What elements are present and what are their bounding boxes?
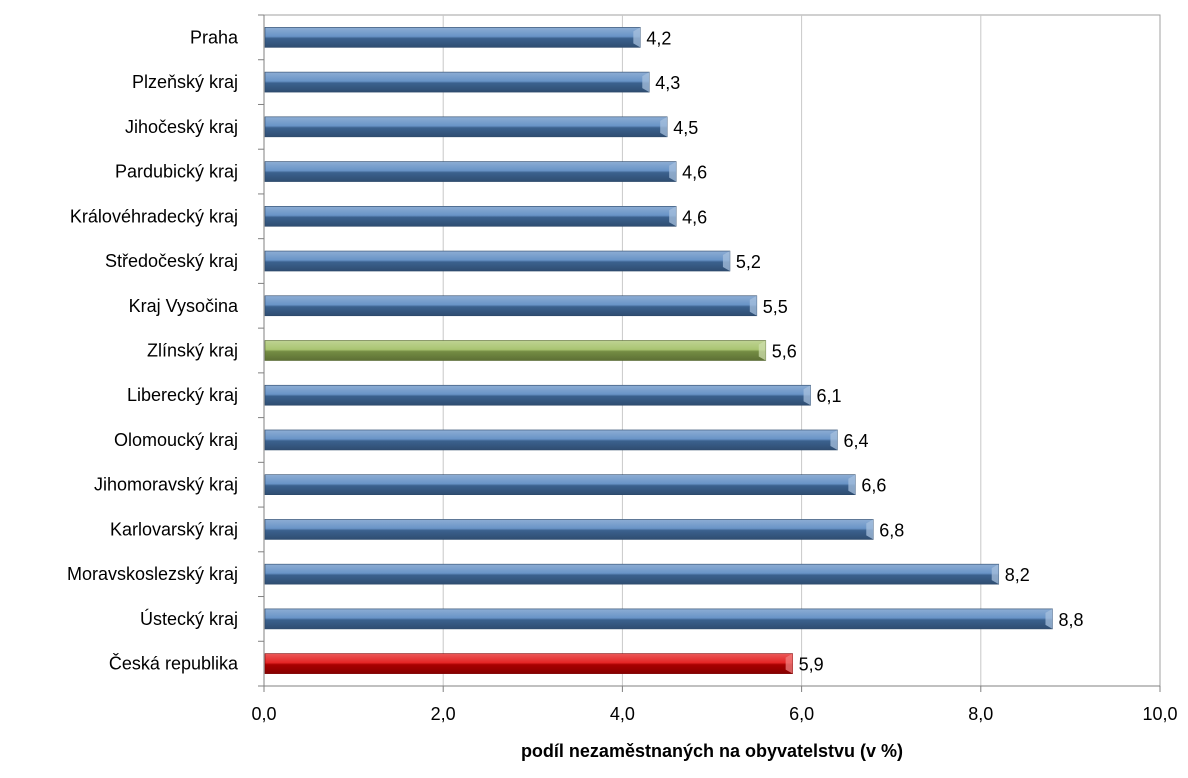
bar — [264, 295, 758, 317]
bar-bevel — [633, 27, 641, 48]
bar-bevel — [669, 206, 677, 227]
y-tick-label: Olomoucký kraj — [114, 430, 238, 450]
data-label: 8,2 — [1005, 565, 1030, 585]
bar — [264, 384, 811, 406]
data-label: 4,5 — [673, 118, 698, 138]
bar-bevel — [991, 564, 999, 585]
bar-bevel — [642, 72, 650, 93]
data-label: 5,6 — [772, 342, 797, 362]
bar — [264, 608, 1053, 630]
x-tick-label: 8,0 — [968, 704, 993, 724]
bar-bevel — [1045, 608, 1053, 629]
y-tick-label: Česká republika — [109, 653, 239, 674]
y-tick-label: Moravskoslezský kraj — [67, 564, 238, 584]
bar — [264, 340, 767, 361]
bar — [264, 206, 677, 227]
y-tick-label: Pardubický kraj — [115, 162, 238, 182]
bar-bevel — [749, 295, 757, 316]
y-tick-label: Liberecký kraj — [127, 385, 238, 405]
bar — [264, 71, 650, 93]
y-tick-label: Praha — [190, 27, 239, 47]
y-tick-label: Zlínský kraj — [147, 341, 238, 361]
x-tick-label: 10,0 — [1142, 704, 1177, 724]
data-label: 6,6 — [861, 476, 886, 496]
data-label: 5,5 — [763, 297, 788, 317]
bar-bevel — [660, 116, 668, 137]
x-tick-label: 6,0 — [789, 704, 814, 724]
data-label: 6,8 — [879, 520, 904, 540]
y-tick-label: Jihomoravský kraj — [94, 475, 238, 495]
data-label: 6,4 — [843, 431, 868, 451]
bar-bevel — [803, 385, 811, 406]
data-label: 4,3 — [655, 73, 680, 93]
bar-bevel — [722, 251, 730, 272]
data-label: 5,9 — [799, 655, 824, 675]
x-tick-label: 4,0 — [610, 704, 635, 724]
bar-bevel — [866, 519, 874, 540]
bar — [264, 474, 856, 496]
y-tick-label: Kraj Vysočina — [129, 296, 239, 316]
data-label: 5,2 — [736, 252, 761, 272]
y-tick-label: Královéhradecký kraj — [70, 206, 238, 226]
bar — [264, 116, 668, 138]
bar — [264, 250, 731, 272]
x-tick-label: 2,0 — [431, 704, 456, 724]
x-axis: 0,0 2,0 4,0 6,0 8,0 10,0 — [251, 685, 1178, 724]
data-label: 4,6 — [682, 207, 707, 227]
bar — [264, 429, 838, 451]
bar — [264, 653, 793, 674]
bar — [264, 519, 874, 540]
y-tick-label: Středočeský kraj — [105, 251, 238, 271]
y-tick-label: Jihočeský kraj — [125, 117, 238, 137]
y-axis: Praha Plzeňský kraj Jihočeský kraj Pardubic… — [67, 14, 265, 692]
y-tick-label: Plzeňský kraj — [132, 72, 238, 92]
data-label: 6,1 — [817, 386, 842, 406]
bar-bevel — [830, 429, 838, 450]
bar-bevel — [758, 340, 766, 361]
y-tick-label: Ústecký kraj — [140, 608, 238, 629]
value-labels: 4,2 4,3 4,5 4,6 4,6 5,2 5,5 5,6 6,1 6,4 6,6 6,8 8,2 8… — [646, 28, 1083, 674]
data-label: 8,8 — [1058, 610, 1083, 630]
y-tick-label: Karlovarský kraj — [110, 519, 238, 539]
data-label: 4,2 — [646, 28, 671, 48]
bar — [264, 27, 641, 48]
bars — [264, 27, 1053, 674]
bar — [264, 563, 1000, 585]
x-axis-title: podíl nezaměstnaných na obyvatelstvu (v … — [521, 741, 903, 761]
x-tick-label: 0,0 — [251, 704, 276, 724]
bar-bevel — [848, 474, 856, 495]
bar-bevel — [785, 653, 793, 674]
bar — [264, 161, 677, 182]
data-label: 4,6 — [682, 163, 707, 183]
bar-bevel — [669, 161, 677, 182]
